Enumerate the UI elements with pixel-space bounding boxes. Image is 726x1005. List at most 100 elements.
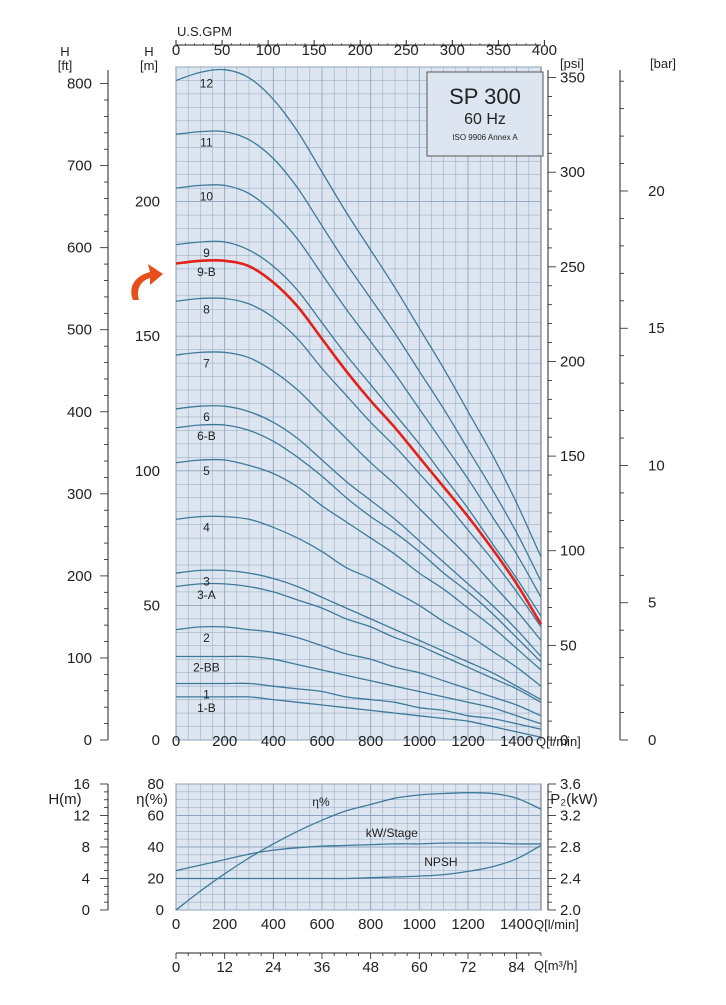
lower-x-tick-label: 400 <box>261 916 286 933</box>
series-label-9-B: 9-B <box>197 265 216 279</box>
series-label-11: 11 <box>200 136 213 150</box>
lower-series-label: η% <box>312 795 330 809</box>
series-curve-12 <box>175 68 542 558</box>
eta-tick-label: 40 <box>147 839 164 856</box>
ylabel-ft-unit: [ft] <box>58 58 72 73</box>
lower-series-label: kW/Stage <box>366 826 418 840</box>
bar-tick-label: 15 <box>648 320 665 337</box>
psi-tick-label: 150 <box>560 448 585 465</box>
ylabel-p2: P₂(kW) <box>550 791 597 808</box>
m3h-tick-label: 72 <box>460 959 477 976</box>
chart-note: ISO 9906 Annex A <box>452 133 518 142</box>
x-tick-label: 200 <box>212 733 237 750</box>
series-label-4: 4 <box>203 521 210 535</box>
eta-tick-label: 0 <box>156 902 164 919</box>
ft-tick-label: 800 <box>67 76 92 93</box>
series-curve-2-BB <box>176 655 542 725</box>
bar-tick-label: 10 <box>648 457 665 474</box>
ft-tick-label: 600 <box>67 240 92 257</box>
p2-tick-label: 2.8 <box>560 839 581 856</box>
xlabel-main: Q[l/min] <box>536 734 581 749</box>
series-curve-9-B <box>175 258 543 625</box>
lower-curve-η% <box>175 792 542 911</box>
m3h-tick-label: 84 <box>508 959 525 976</box>
ft-tick-label: 700 <box>67 158 92 175</box>
series-curve-10 <box>175 184 542 598</box>
m3h-tick-label: 0 <box>172 959 180 976</box>
gpm-tick-label: 350 <box>486 42 511 59</box>
gpm-tick-label: 200 <box>348 42 373 59</box>
h-lower-tick-label: 16 <box>73 776 90 793</box>
gpm-tick-label: 50 <box>214 42 231 59</box>
series-curve-6-B <box>175 423 542 663</box>
top-axis-label: U.S.GPM <box>177 24 232 39</box>
series-label-6-B: 6-B <box>197 429 216 443</box>
y-tick-label-m: 0 <box>152 732 160 749</box>
ylabel-bar: [bar] <box>650 56 676 71</box>
series-curve-1-B <box>176 696 542 738</box>
psi-tick-label: 50 <box>560 637 577 654</box>
ylabel-eta: η(%) <box>136 791 168 808</box>
psi-tick-label: 350 <box>560 70 585 87</box>
series-curve-8 <box>175 297 542 628</box>
gpm-tick-label: 0 <box>172 42 180 59</box>
x-tick-label: 0 <box>172 733 180 750</box>
ft-tick-label: 200 <box>67 568 92 585</box>
series-label-7: 7 <box>203 356 210 370</box>
series-label-10: 10 <box>200 189 214 203</box>
series-label-8: 8 <box>203 303 210 317</box>
series-curve-7 <box>175 351 542 641</box>
series-label-3-A: 3-A <box>197 588 216 602</box>
psi-tick-label: 200 <box>560 353 585 370</box>
psi-tick-label: 250 <box>560 259 585 276</box>
eta-tick-label: 20 <box>147 871 164 888</box>
gpm-tick-label: 250 <box>394 42 419 59</box>
ylabel-m-unit: [m] <box>140 58 158 73</box>
p2-tick-label: 3.6 <box>560 776 581 793</box>
ylabel-h-lower: H(m) <box>48 791 81 808</box>
ylabel-ft: H <box>60 44 69 59</box>
series-label-1: 1 <box>203 687 210 701</box>
lower-series-label: NPSH <box>424 855 457 869</box>
series-label-9: 9 <box>203 246 210 260</box>
bar-tick-label: 20 <box>648 183 665 200</box>
lower-curve-kW/Stage <box>175 842 542 872</box>
lower-curve-NPSH <box>176 844 542 880</box>
psi-tick-label: 0 <box>560 732 568 749</box>
series-curve-5 <box>175 458 542 671</box>
ft-tick-label: 500 <box>67 322 92 339</box>
bar-tick-label: 5 <box>648 595 656 612</box>
h-lower-tick-label: 8 <box>82 839 90 856</box>
psi-tick-label: 300 <box>560 164 585 181</box>
m3h-tick-label: 48 <box>362 959 379 976</box>
m3h-tick-label: 36 <box>314 959 331 976</box>
y-tick-label-m: 200 <box>135 194 160 211</box>
lower-x-tick-label: 800 <box>358 916 383 933</box>
x-tick-label: 1200 <box>451 733 484 750</box>
eta-tick-label: 60 <box>147 808 164 825</box>
x-tick-label: 1000 <box>403 733 436 750</box>
series-curve-3-A <box>175 582 542 703</box>
m3h-tick-label: 12 <box>216 959 233 976</box>
ft-tick-label: 300 <box>67 486 92 503</box>
gpm-tick-label: 150 <box>302 42 327 59</box>
x-tick-label: 800 <box>358 733 383 750</box>
chart-title: SP 300 <box>449 84 521 109</box>
h-lower-tick-label: 4 <box>82 871 90 888</box>
series-label-5: 5 <box>203 464 210 478</box>
h-lower-tick-label: 12 <box>73 808 90 825</box>
xlabel-lower: Q[l/min] <box>534 917 579 932</box>
series-label-1-B: 1-B <box>197 701 216 715</box>
bar-tick-label: 0 <box>648 732 656 749</box>
series-label-3: 3 <box>203 574 210 588</box>
h-lower-tick-label: 0 <box>82 902 90 919</box>
series-curve-2 <box>175 625 542 717</box>
ylabel-psi: [psi] <box>560 56 584 71</box>
lower-x-tick-label: 1000 <box>403 916 436 933</box>
p2-tick-label: 2.4 <box>560 871 581 888</box>
series-curve-11 <box>175 130 542 582</box>
series-label-12: 12 <box>200 76 214 90</box>
series-label-2: 2 <box>203 631 210 645</box>
